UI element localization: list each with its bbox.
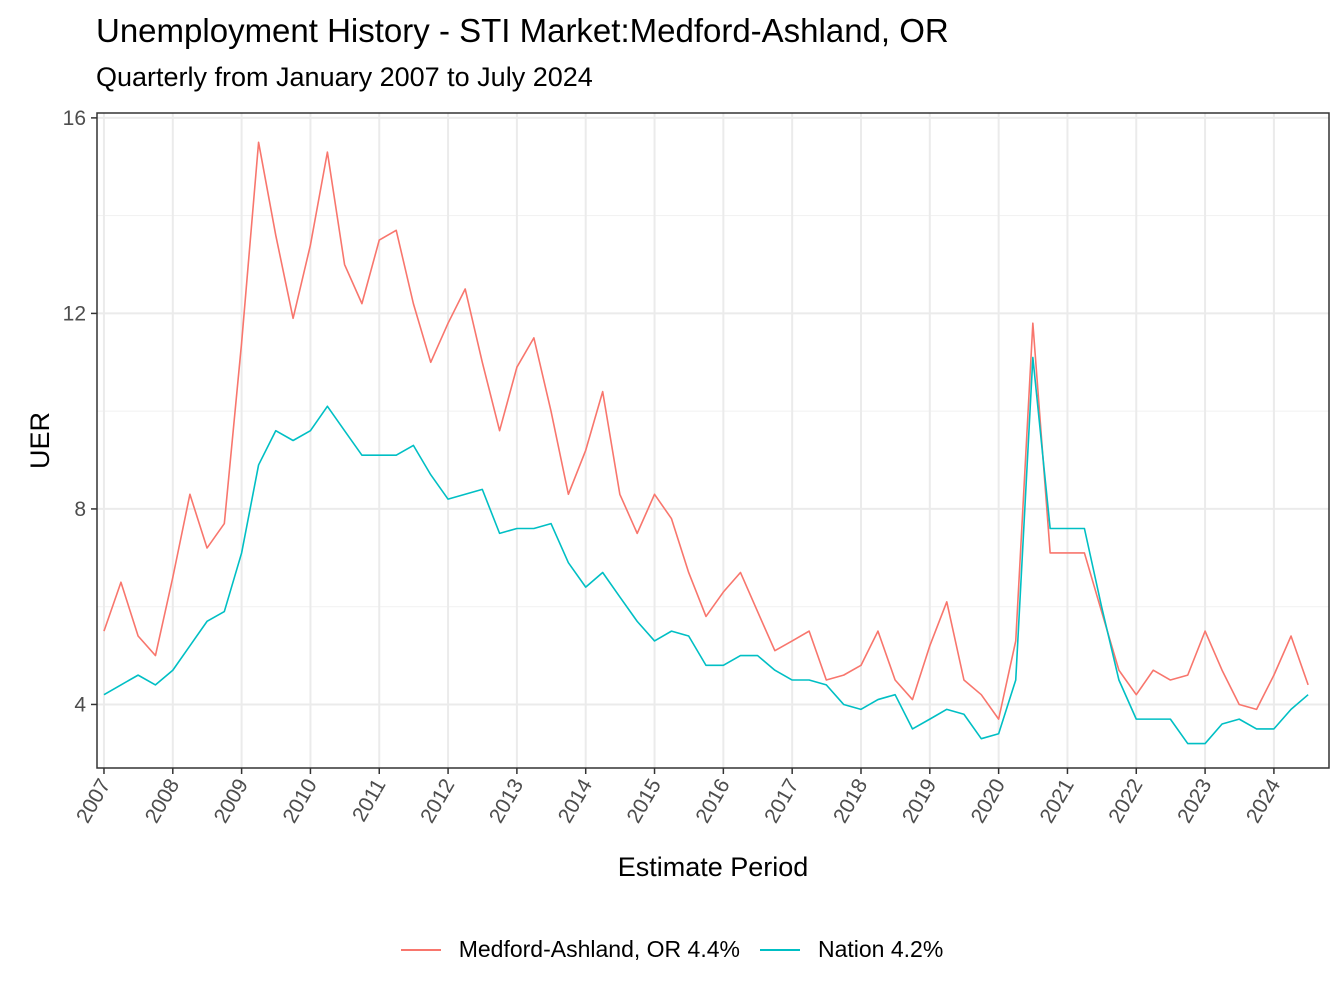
x-tick-label: 2021 [1036,775,1079,827]
chart-title: Unemployment History - STI Market:Medfor… [96,12,949,49]
x-tick-label: 2018 [829,775,872,827]
y-tick-label: 12 [63,302,86,325]
y-tick-label: 4 [74,693,86,716]
x-tick-label: 2014 [554,775,597,827]
x-tick-label: 2009 [210,775,253,827]
y-tick-label: 16 [63,107,86,130]
x-tick-label: 2016 [691,775,734,827]
x-tick-label: 2017 [760,775,803,827]
chart-subtitle: Quarterly from January 2007 to July 2024 [96,62,593,92]
y-axis-title: UER [25,412,55,469]
x-tick-label: 2011 [348,775,391,826]
x-tick-label: 2007 [72,775,115,827]
legend-key-nation [759,948,800,951]
x-tick-label: 2008 [141,775,184,827]
x-tick-label: 2010 [278,775,321,827]
series-layer [103,141,1309,745]
x-tick-label: 2019 [898,775,941,827]
x-tick-label: 2020 [967,775,1010,827]
x-tick-label: 2023 [1173,775,1216,827]
legend: Medford-Ashland, OR 4.4% Nation 4.2% [0,936,1344,963]
axis-layer: 4 8 12 16 2007 2008 2009 2010 2011 2012 2013 2014 20… [63,107,1286,827]
grid-layer [97,113,1329,768]
x-tick-label: 2012 [416,775,459,827]
legend-key-medford [400,948,441,951]
panel-border [96,112,1330,769]
x-tick-label: 2024 [1242,775,1285,827]
legend-item-nation: Nation 4.2% [759,936,944,963]
y-tick-label: 8 [74,498,86,521]
series-line-medford [103,141,1309,720]
series-line-nation [103,356,1309,745]
legend-label-medford: Medford-Ashland, OR 4.4% [458,936,740,962]
x-tick-label: 2022 [1104,775,1147,827]
x-axis-title: Estimate Period [618,852,809,882]
legend-item-medford: Medford-Ashland, OR 4.4% [400,936,740,963]
legend-label-nation: Nation 4.2% [817,936,944,962]
x-tick-label: 2013 [485,775,528,827]
x-tick-label: 2015 [623,775,666,827]
